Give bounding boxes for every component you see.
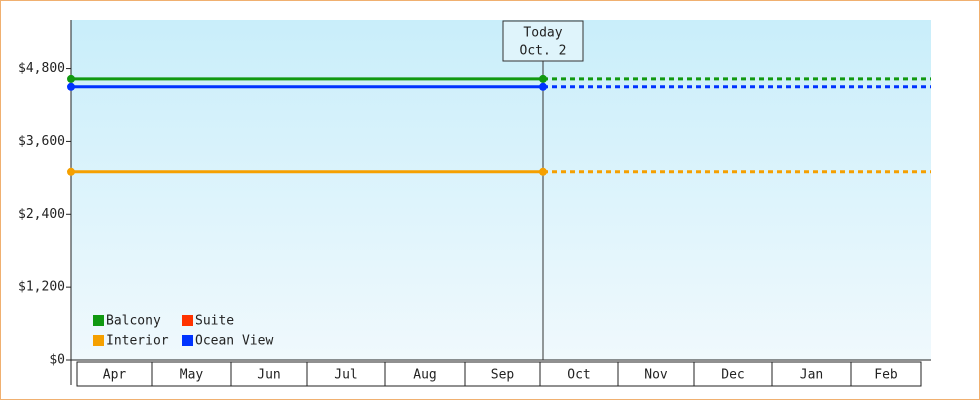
month-cell (384, 361, 466, 387)
point (539, 167, 547, 176)
legend-label: Balcony (106, 314, 161, 329)
y-tick-label: $2,400 (18, 207, 65, 222)
y-tick-label: $4,800 (18, 61, 65, 76)
point (67, 74, 75, 83)
legend-swatch (182, 315, 193, 326)
month-cell (306, 361, 386, 387)
x-tick-label: May (180, 368, 204, 383)
x-tick-label: Sep (491, 368, 515, 383)
y-tick-label: $0 (49, 353, 65, 368)
x-tick-label: Nov (644, 368, 668, 383)
point (539, 82, 547, 91)
plot-area (71, 20, 931, 360)
x-tick-label: Feb (874, 368, 898, 383)
x-tick-label: Apr (103, 368, 127, 383)
month-cell (230, 361, 308, 387)
x-tick-label: Jul (334, 368, 357, 383)
point (539, 74, 547, 83)
point (67, 167, 75, 176)
month-cell (464, 361, 541, 387)
x-tick-label: Aug (413, 368, 436, 383)
y-tick-label: $1,200 (18, 280, 65, 295)
y-tick-label: $3,600 (18, 134, 65, 149)
today-label: Today (523, 26, 562, 41)
point (67, 82, 75, 91)
legend-label: Suite (195, 314, 234, 329)
month-cell (76, 361, 153, 387)
legend-swatch (182, 335, 193, 346)
x-tick-label: Jun (257, 368, 280, 383)
legend-swatch (93, 315, 104, 326)
month-cell (151, 361, 232, 387)
x-tick-label: Oct (567, 368, 590, 383)
today-box (502, 20, 584, 62)
x-tick-label: Dec (721, 368, 744, 383)
x-tick-label: Jan (800, 368, 823, 383)
legend-label: Ocean View (195, 334, 273, 349)
month-cell (693, 361, 773, 387)
legend-label: Interior (106, 334, 169, 349)
today-label: Oct. 2 (520, 44, 567, 59)
month-cell (850, 361, 922, 387)
legend-swatch (93, 335, 104, 346)
